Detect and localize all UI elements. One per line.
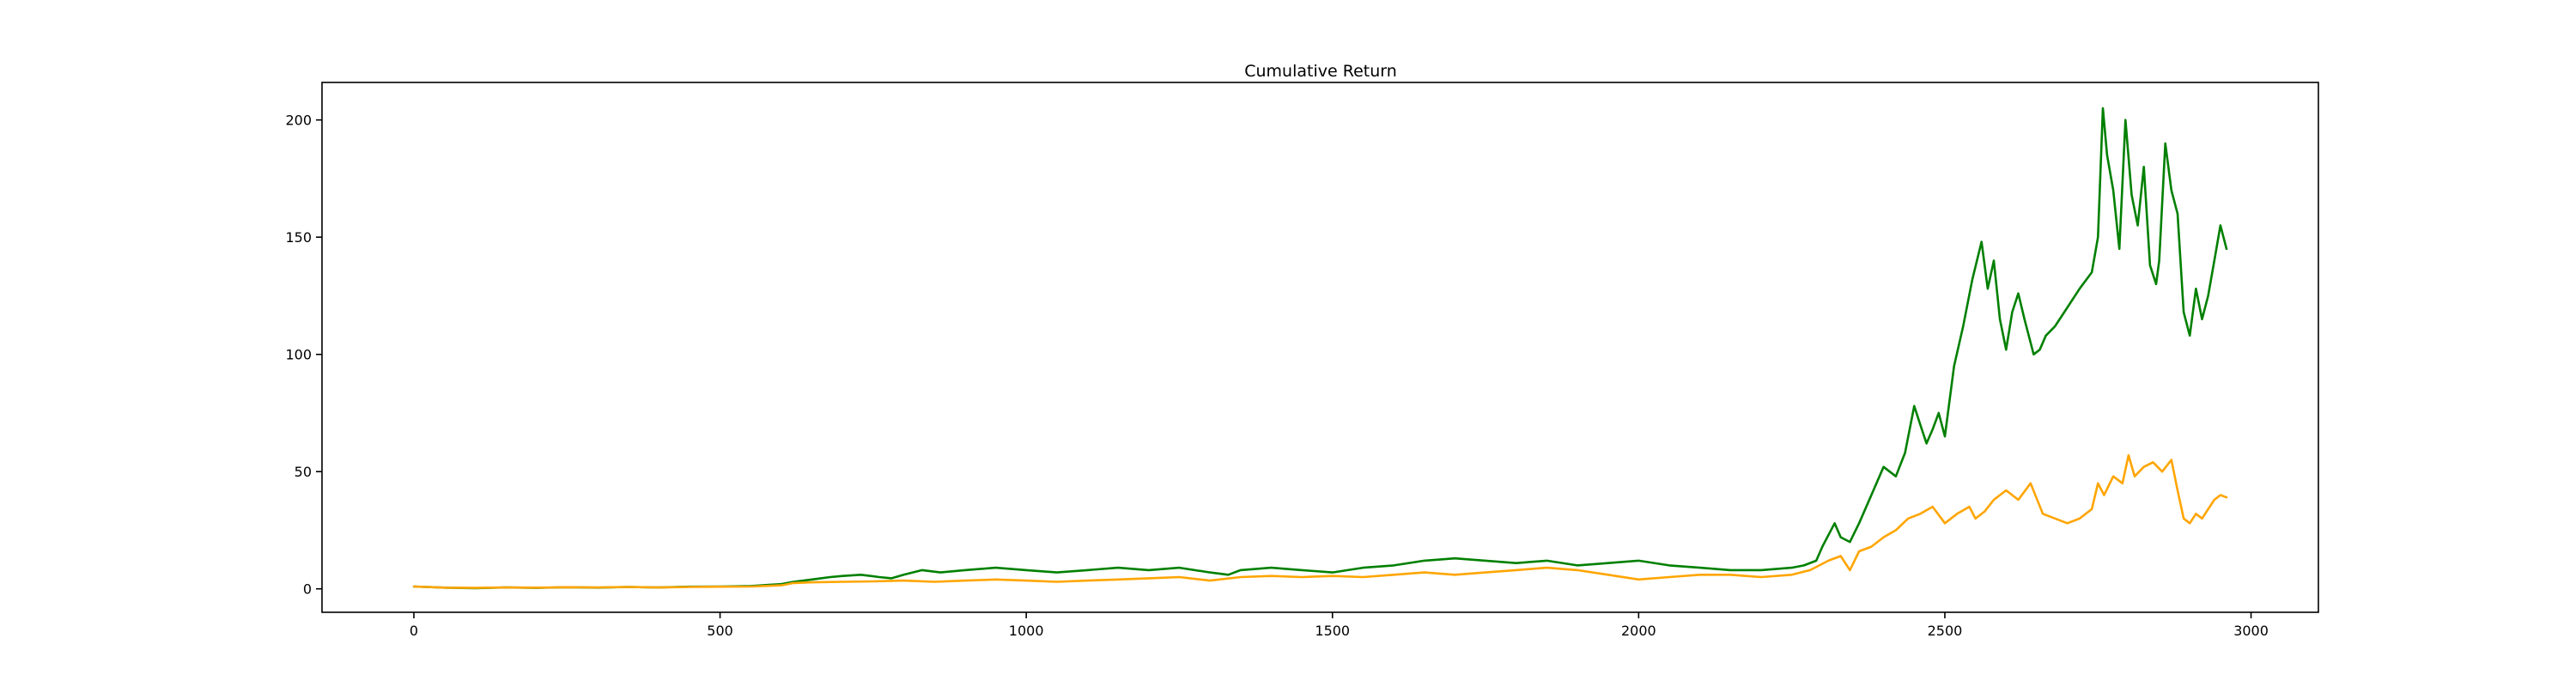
x-axis-ticks: 0 500 1000 1500 2000 2500 3000 — [410, 612, 2269, 639]
x-tick-label: 500 — [707, 623, 733, 639]
chart-title: Cumulative Return — [1244, 62, 1397, 81]
y-tick-label: 50 — [295, 464, 312, 480]
y-axis-ticks: 0 50 100 150 200 — [285, 112, 322, 598]
y-tick-label: 150 — [285, 229, 312, 246]
series-1-line — [412, 106, 2228, 590]
x-tick-label: 1000 — [1009, 623, 1044, 639]
x-tick-label: 1500 — [1315, 623, 1350, 639]
series-layer — [412, 106, 2228, 590]
x-tick-label: 3000 — [2233, 623, 2269, 639]
y-tick-label: 100 — [285, 347, 312, 363]
series-2-line — [412, 453, 2228, 589]
y-tick-label: 200 — [285, 112, 312, 129]
plot-area-frame — [321, 82, 2319, 613]
x-tick-label: 2500 — [1928, 623, 1963, 639]
x-tick-label: 0 — [410, 623, 418, 639]
y-tick-label: 0 — [303, 581, 312, 598]
x-tick-label: 2000 — [1621, 623, 1656, 639]
